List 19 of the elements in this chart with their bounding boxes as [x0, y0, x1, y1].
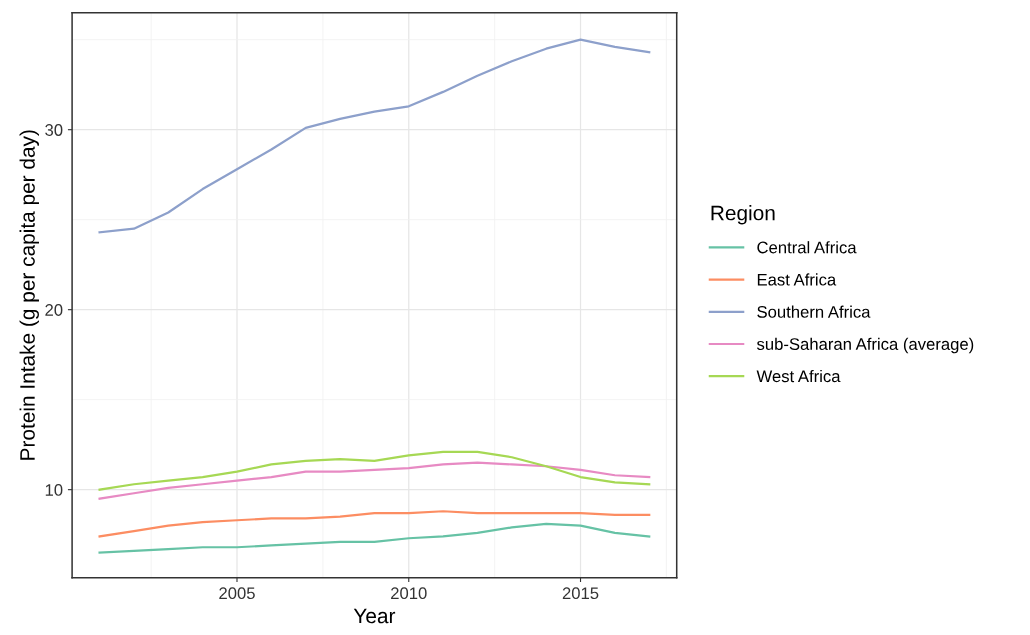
- y-tick-label: 20: [45, 304, 63, 316]
- x-tick-label: 2010: [391, 587, 427, 600]
- legend-title: Region: [711, 205, 775, 225]
- y-axis-title: Protein Intake (g per capita per day): [19, 130, 39, 460]
- line-series: [98, 450, 651, 491]
- line-series: [98, 461, 651, 500]
- legend-label: sub-Saharan Africa (average): [756, 337, 974, 354]
- legend-label: Central Africa: [757, 241, 857, 254]
- x-tick-label: 2005: [219, 587, 255, 600]
- line-series: [98, 510, 651, 538]
- y-tick-label: 30: [45, 124, 63, 136]
- legend-label: West Africa: [756, 369, 841, 383]
- line-series: [98, 38, 651, 234]
- y-tick-label: 10: [45, 484, 63, 496]
- legend-label: East Africa: [757, 273, 837, 286]
- x-axis-title: Year: [353, 608, 396, 624]
- line-series: [98, 522, 651, 554]
- x-tick-label: 2015: [562, 587, 599, 600]
- legend-label: Southern Africa: [757, 305, 871, 318]
